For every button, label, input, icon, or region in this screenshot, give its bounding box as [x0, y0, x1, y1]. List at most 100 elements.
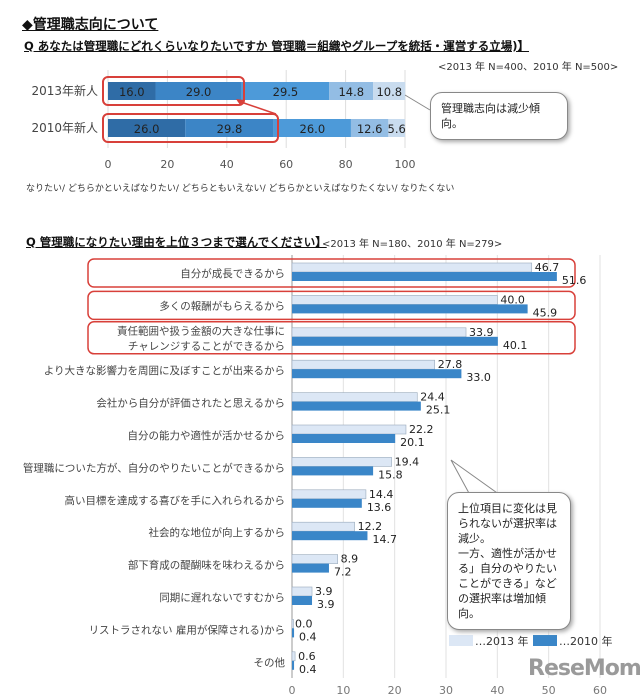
category-label: 責任範囲や扱う金額の大きな仕事に: [117, 324, 285, 337]
data-label-2013: 24.4: [420, 391, 445, 404]
bar-2010: [292, 401, 421, 411]
bar-segment: [273, 119, 351, 137]
bar-2010: [292, 563, 329, 573]
category-label: その他: [254, 656, 286, 669]
chart2-title: Q 管理職になりたい理由を上位３つまで選んでください】: [26, 235, 327, 249]
bar-2010: [292, 304, 528, 314]
bar-2013: [291, 262, 533, 273]
bar-2013: [291, 489, 367, 500]
data-label-2013: 14.4: [369, 488, 394, 501]
data-label: 10.8: [376, 85, 402, 99]
data-label-2013: 40.0: [500, 293, 525, 306]
x-tick-label: 50: [542, 684, 556, 697]
data-label-2010: 0.4: [299, 663, 317, 676]
bar-segment: [373, 82, 406, 100]
bar-segment: [350, 119, 389, 137]
bar-2010: [292, 628, 295, 638]
bar-2013: [291, 586, 313, 597]
bar-2013: [291, 619, 294, 629]
bar-segment: [329, 82, 374, 100]
resemom-logo: ReseMom: [528, 656, 640, 681]
bar-2013: [291, 392, 418, 402]
data-label: 29.0: [186, 85, 212, 99]
highlight-box: [102, 76, 245, 106]
highlight-box: [87, 290, 576, 321]
data-label-2010: 3.9: [317, 598, 335, 611]
data-label: 29.8: [217, 122, 243, 136]
data-label-2013: 3.9: [315, 585, 333, 598]
x-tick-label: 60: [593, 684, 607, 697]
data-label-2010: 0.4: [299, 630, 317, 643]
bar-segment: [108, 82, 156, 100]
legend-swatch-2010: [533, 635, 557, 646]
data-label-2013: 12.2: [358, 520, 383, 533]
x-tick-label: 60: [279, 158, 293, 171]
category-label: チャレンジすることができるから: [128, 339, 285, 352]
chart2-sample-note: <2013 年 N=180、2010 年 N=279>: [322, 239, 503, 250]
bar-2010: [292, 596, 313, 605]
category-label: 会社から自分が評価されたと思えるから: [96, 397, 285, 410]
page-title: ◆管理職志向について: [22, 17, 159, 33]
bar-2010: [292, 531, 368, 541]
data-label-2010: 33.0: [466, 371, 491, 384]
data-label-2010: 13.6: [367, 501, 392, 514]
legend-swatch-2013: [449, 635, 473, 646]
category-label: 自分が成長できるから: [180, 267, 285, 280]
bar-2010: [292, 272, 557, 281]
bar-segment: [388, 119, 405, 137]
data-label-2010: 7.2: [334, 566, 352, 579]
category-label: 多くの報酬がもらえるから: [159, 299, 285, 312]
data-label: 14.8: [338, 85, 364, 99]
category-label: 部下育成の醍醐味を味わえるから: [128, 559, 285, 572]
x-tick-label: 20: [388, 684, 402, 697]
x-tick-label: 30: [439, 684, 453, 697]
category-label: 社会的な地位が向上するから: [149, 526, 286, 539]
highlight-box: [102, 113, 279, 143]
category-label: リストラされない 雇用が保障される)から: [89, 623, 285, 636]
bar-2013: [291, 295, 498, 305]
bar-segment: [185, 119, 274, 137]
category-label: より大きな影響力を周囲に及ぼすことが出来るから: [44, 364, 285, 377]
bar-2013: [291, 424, 407, 435]
x-tick-label: 20: [160, 158, 174, 171]
data-label-2013: 8.9: [341, 553, 359, 566]
data-label-2013: 0.0: [295, 617, 313, 630]
category-label: 2013年新人: [31, 83, 98, 98]
data-label-2013: 27.8: [438, 358, 463, 371]
data-label-2013: 0.6: [298, 650, 316, 663]
legend-label-2010: …2010 年: [559, 634, 613, 648]
bar-segment: [155, 82, 242, 100]
category-label: 管理職についた方が、自分のやりたいことができるから: [23, 461, 285, 474]
data-label-2010: 51.6: [562, 274, 587, 287]
data-label: 29.5: [273, 85, 299, 99]
x-tick-label: 80: [339, 158, 353, 171]
bar-2010: [292, 466, 374, 476]
bar-2010: [292, 498, 362, 508]
data-label-2010: 20.1: [400, 436, 425, 449]
data-label: 12.6: [357, 122, 383, 136]
x-tick-label: 100: [395, 158, 416, 171]
bar-2013: [291, 359, 436, 370]
bar-2013: [291, 651, 296, 662]
data-label: 16.0: [119, 85, 145, 99]
bar-2013: [291, 521, 355, 532]
data-label-2010: 15.8: [378, 468, 403, 481]
bar-segment: [241, 82, 330, 100]
callout-pointer: [404, 94, 431, 111]
data-label-2010: 14.7: [372, 533, 397, 546]
bar-2013: [291, 327, 467, 338]
bar-2010: [292, 660, 295, 670]
data-label-2010: 45.9: [533, 306, 558, 319]
x-tick-label: 0: [105, 158, 112, 171]
highlight-box: [87, 258, 576, 288]
data-label-2013: 33.9: [469, 326, 494, 339]
bar-2013: [291, 554, 338, 564]
category-label: 高い目標を達成する喜びを手に入れられるから: [65, 494, 286, 507]
bar-segment: [108, 119, 186, 137]
data-label-2013: 22.2: [409, 423, 434, 436]
category-label: 自分の能力や適性が活かせるから: [128, 429, 286, 442]
data-label: 26.0: [300, 122, 326, 136]
data-label-2010: 25.1: [426, 404, 451, 417]
bar-2013: [291, 457, 392, 467]
chart1-legend: なりたい/ どちらかといえばなりたい/ どちらともいえない/ どちらかといえばな…: [26, 184, 455, 194]
